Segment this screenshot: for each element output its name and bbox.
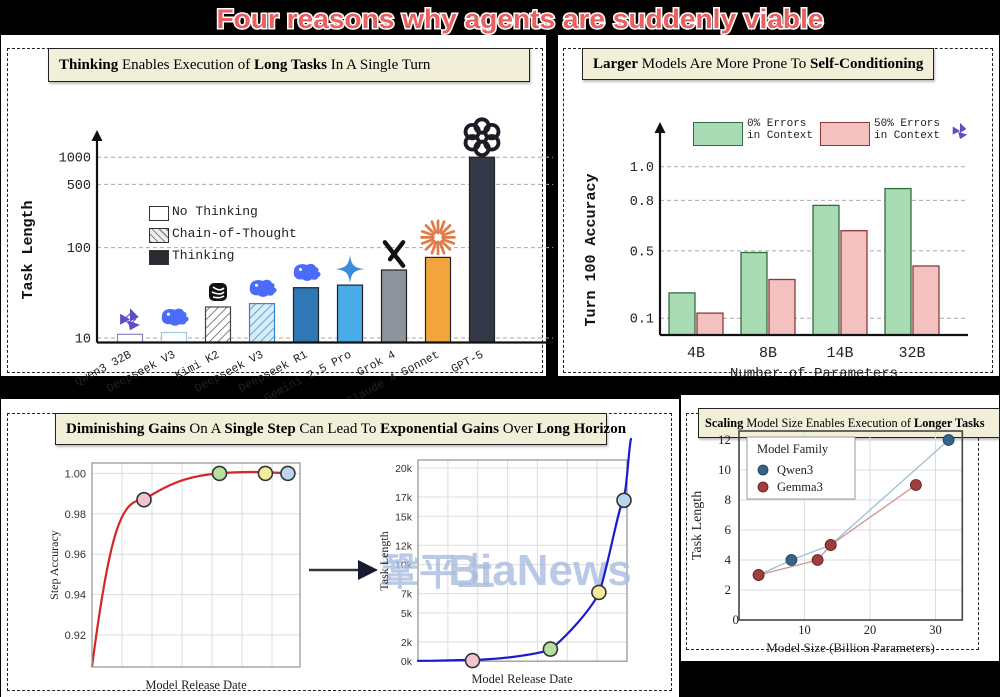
svg-text:1000: 1000 xyxy=(59,152,91,167)
svg-text:500: 500 xyxy=(67,179,91,194)
svg-text:100: 100 xyxy=(67,242,91,257)
svg-text:Turn 100 Accuracy: Turn 100 Accuracy xyxy=(583,173,600,326)
svg-text:GPT-5: GPT-5 xyxy=(449,349,486,377)
svg-text:Task Length: Task Length xyxy=(20,200,37,299)
svg-text:14B: 14B xyxy=(826,345,853,362)
svg-text:Number of Parameters: Number of Parameters xyxy=(730,366,898,380)
svg-text:8B: 8B xyxy=(759,345,777,362)
svg-text:0.1: 0.1 xyxy=(630,313,654,328)
svg-text:10: 10 xyxy=(75,333,91,348)
svg-text:1.0: 1.0 xyxy=(630,161,654,176)
svg-text:32B: 32B xyxy=(898,345,925,362)
svg-text:4B: 4B xyxy=(687,345,705,362)
svg-text:0.5: 0.5 xyxy=(630,245,654,260)
svg-text:0.8: 0.8 xyxy=(630,195,654,210)
